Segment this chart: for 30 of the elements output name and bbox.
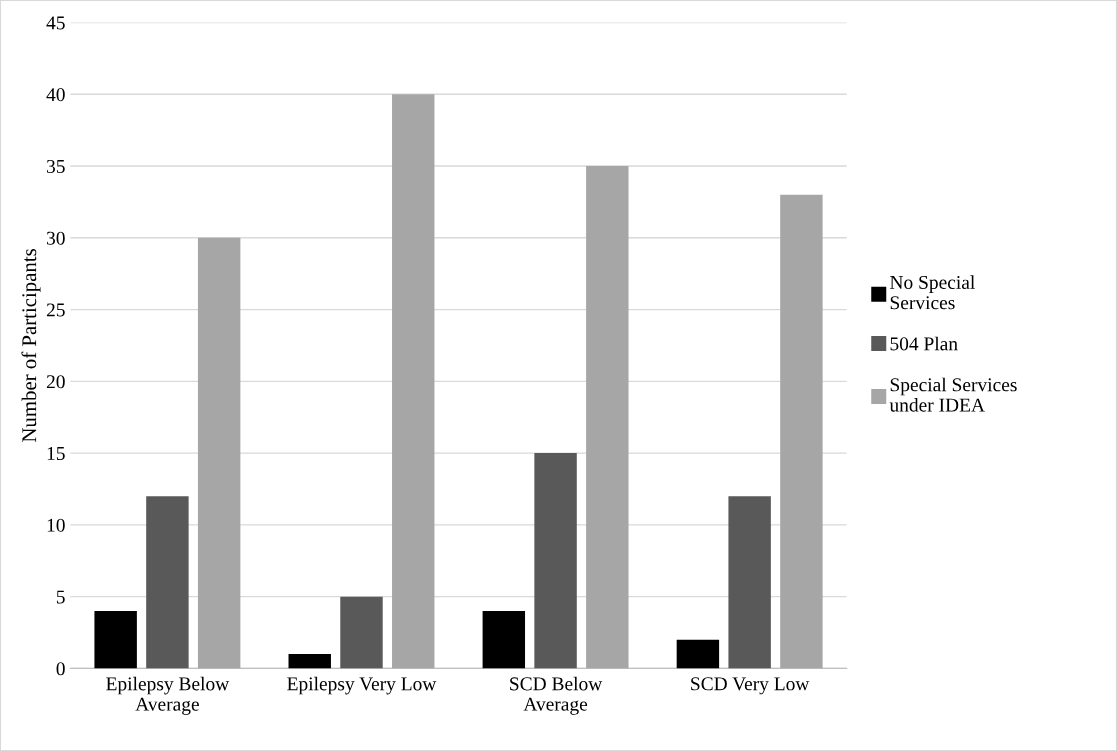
legend-label: 504 Plan [890,336,958,351]
legend-label: Special Services under IDEA [889,377,1017,412]
x-tick-label: Epilepsy Very Low [287,676,437,695]
bar [780,194,823,669]
y-tick-label: 20 [46,375,65,389]
x-tick-label: SCD Below Average [510,676,603,715]
bar [676,639,720,669]
legend-label: No Special Services [890,275,975,310]
y-tick-label: 45 [46,16,65,30]
bar [146,496,189,669]
bar [392,94,435,669]
y-tick-label: 0 [56,662,65,676]
bar [482,610,526,669]
y-tick-label: 35 [47,159,65,173]
y-tick-label: 10 [47,518,65,532]
bar [340,596,383,669]
bar [728,496,771,669]
y-tick-label: 25 [46,303,65,317]
bar [94,610,137,669]
bar [288,654,331,669]
y-tick-label: 40 [46,88,65,102]
y-axis-title: Number of Participants [21,249,41,443]
x-tick-label: Epilepsy Below Average [106,676,230,715]
bar [586,166,629,669]
y-tick-label: 30 [47,231,65,245]
bar [534,453,577,669]
y-tick-label: 5 [56,590,65,604]
y-tick-label: 15 [47,447,65,461]
x-tick-label: SCD Very Low [691,677,810,695]
bar [197,237,241,669]
